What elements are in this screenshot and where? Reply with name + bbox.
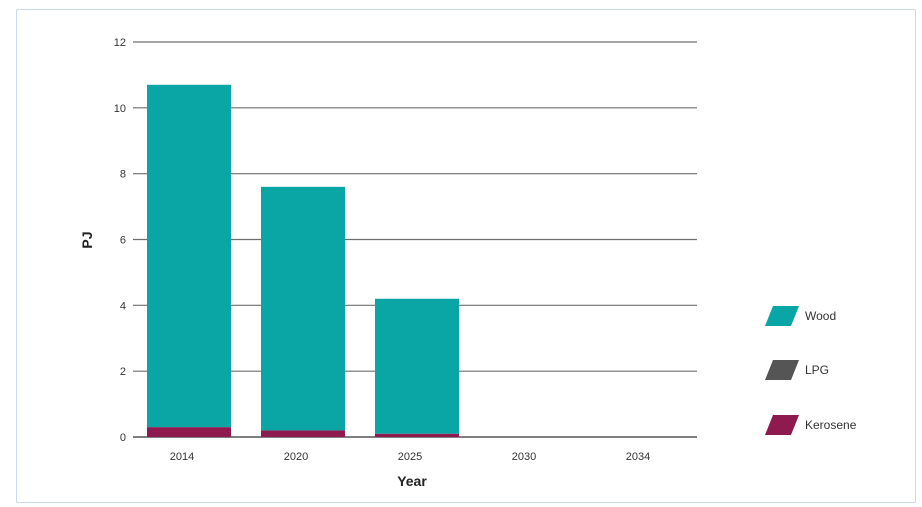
legend-label-lpg: LPG xyxy=(805,363,829,377)
legend-swatch-kerosene xyxy=(765,415,799,435)
legend-swatch-wood xyxy=(765,306,799,326)
legend-label-wood: Wood xyxy=(805,309,836,323)
y-tick-label: 8 xyxy=(120,169,126,181)
bar-wood-2020 xyxy=(261,186,345,431)
x-tick-label: 2014 xyxy=(170,451,194,463)
bar-kerosene-2014 xyxy=(147,427,231,437)
legend: Wood LPG Kerosene xyxy=(765,306,857,435)
bar-wood-2014 xyxy=(147,84,231,428)
y-tick-label: 10 xyxy=(114,103,126,115)
x-axis-title: Year xyxy=(397,473,427,489)
legend-swatch-lpg xyxy=(765,360,799,380)
x-tick-label: 2034 xyxy=(626,451,650,463)
y-tick-label: 12 xyxy=(114,37,126,49)
x-tick-labels: 2014 2020 2025 2030 2034 xyxy=(170,451,650,463)
x-tick-label: 2025 xyxy=(398,451,422,463)
y-tick-label: 2 xyxy=(120,366,126,378)
bar-kerosene-2020 xyxy=(261,430,345,437)
y-tick-label: 0 xyxy=(120,432,126,444)
legend-label-kerosene: Kerosene xyxy=(805,418,857,432)
x-tick-label: 2020 xyxy=(284,451,308,463)
bar-wood-2025 xyxy=(375,298,459,434)
y-axis-title: PJ xyxy=(79,231,95,248)
bar-kerosene-2025 xyxy=(375,433,459,437)
bars xyxy=(147,84,459,437)
y-tick-labels: 0 2 4 6 8 10 12 xyxy=(114,37,126,444)
y-tick-label: 4 xyxy=(120,300,126,312)
y-tick-label: 6 xyxy=(120,235,126,247)
x-tick-label: 2030 xyxy=(512,451,536,463)
